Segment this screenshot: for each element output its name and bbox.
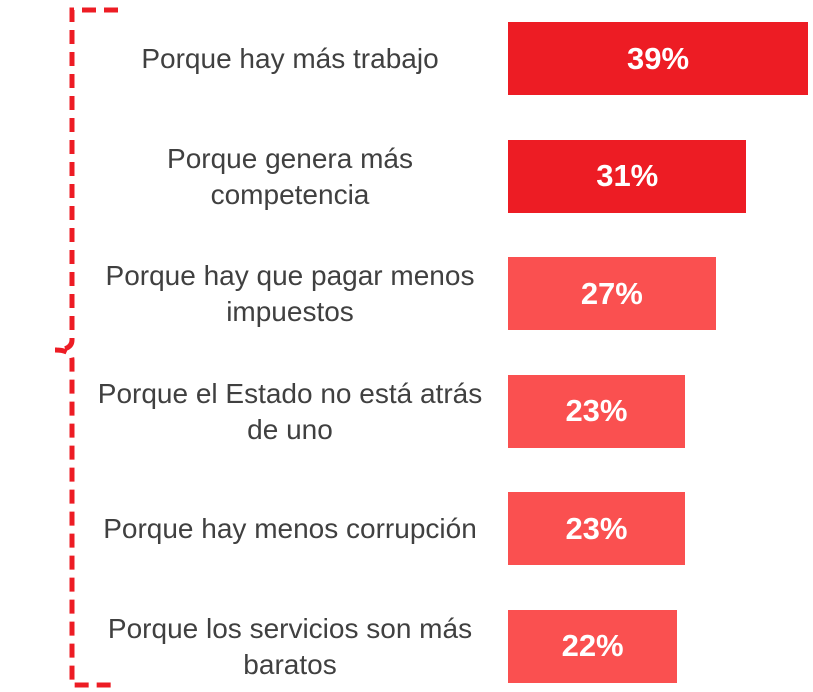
bar: 22% [508, 609, 678, 683]
dashed-bracket [54, 7, 118, 688]
bar: 23% [508, 374, 685, 448]
bar: 31% [508, 139, 747, 213]
value-label: 27% [580, 275, 643, 311]
category-label: Porque hay más trabajo [141, 43, 439, 74]
category-label: Porque hay menos corrupción [103, 513, 477, 544]
value-label: 23% [565, 510, 628, 546]
bar: 27% [508, 257, 716, 330]
value-label: 39% [626, 40, 690, 76]
bar: 23% [508, 492, 685, 565]
category-label: Porque hay que pagar menos impuestos [105, 260, 475, 327]
value-label: 31% [596, 158, 659, 193]
value-label: 23% [565, 393, 628, 428]
value-label: 22% [561, 628, 624, 663]
category-label: Porque los servicios son más baratos [107, 612, 473, 680]
category-label: Porque genera más competencia [167, 142, 413, 210]
bar: 39% [508, 22, 808, 95]
category-label: Porque el Estado no está atrás de uno [97, 377, 483, 445]
